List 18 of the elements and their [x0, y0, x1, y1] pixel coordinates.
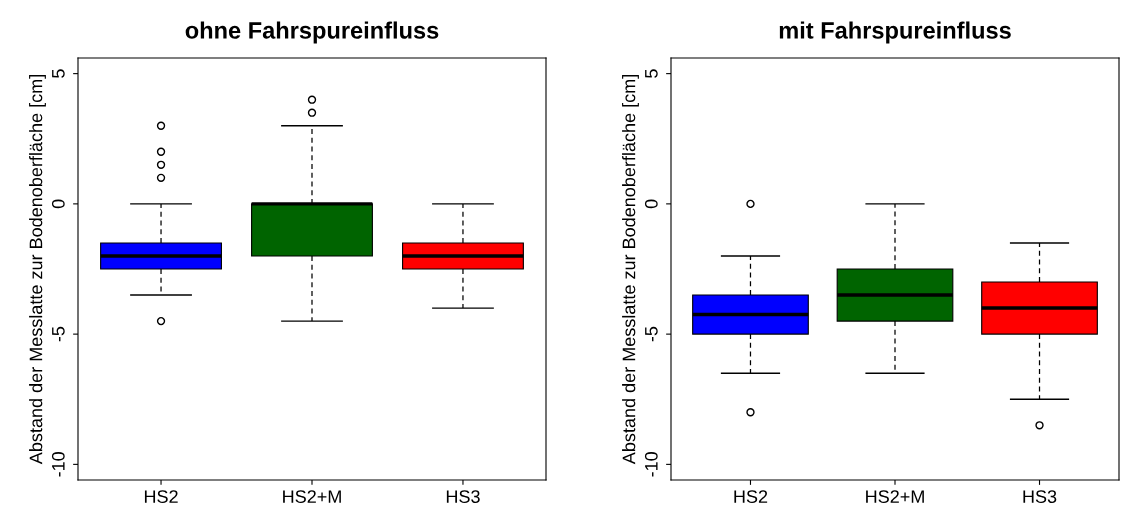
- x-tick-label: HS3: [1023, 490, 1057, 503]
- y-tick-label: 5: [645, 69, 658, 78]
- x-tick-label: HS2+M: [866, 490, 924, 503]
- y-tick-label: 0: [51, 199, 65, 209]
- y-tick-label: -10: [51, 452, 65, 477]
- x-tick-label: HS2: [144, 490, 178, 503]
- y-tick-label: 5: [52, 69, 65, 78]
- y-tick-label: 0: [644, 199, 658, 209]
- y-axis-title: Abstand der Messlatte zur Bodenoberfläche [cm]: [622, 75, 639, 465]
- y-tick-label: -5: [52, 326, 65, 342]
- chart-title: ohne Fahrspureinfluss: [185, 21, 439, 44]
- x-tick-label: HS3: [446, 490, 480, 503]
- y-tick-label: -5: [645, 326, 658, 342]
- y-tick-label: -10: [644, 452, 658, 477]
- x-tick-label: HS2+M: [283, 490, 341, 503]
- chart-title: mit Fahrspureinfluss: [779, 21, 1011, 44]
- x-tick-label: HS2: [734, 490, 768, 503]
- y-axis-title: Abstand der Messlatte zur Bodenoberfläche [cm]: [29, 75, 46, 465]
